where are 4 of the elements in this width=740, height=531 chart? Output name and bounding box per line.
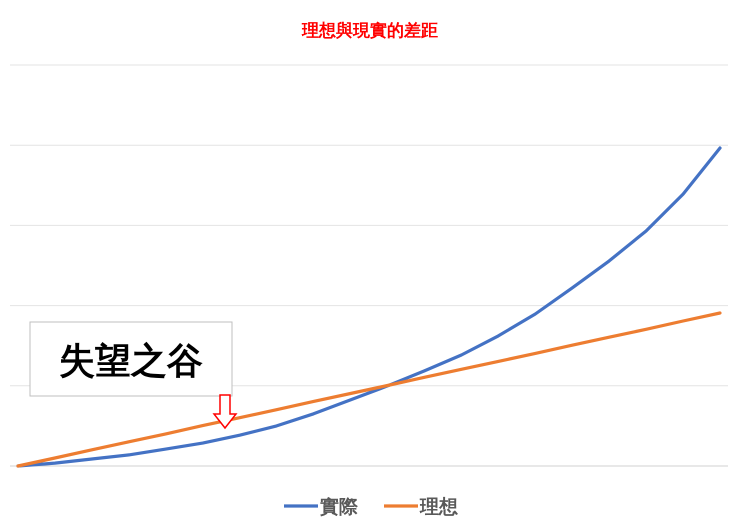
legend-label: 理想	[419, 496, 458, 518]
annotation: 失望之谷	[59, 340, 203, 381]
legend-label: 實際	[320, 496, 359, 518]
chart-title: 理想與現實的差距	[301, 21, 438, 40]
